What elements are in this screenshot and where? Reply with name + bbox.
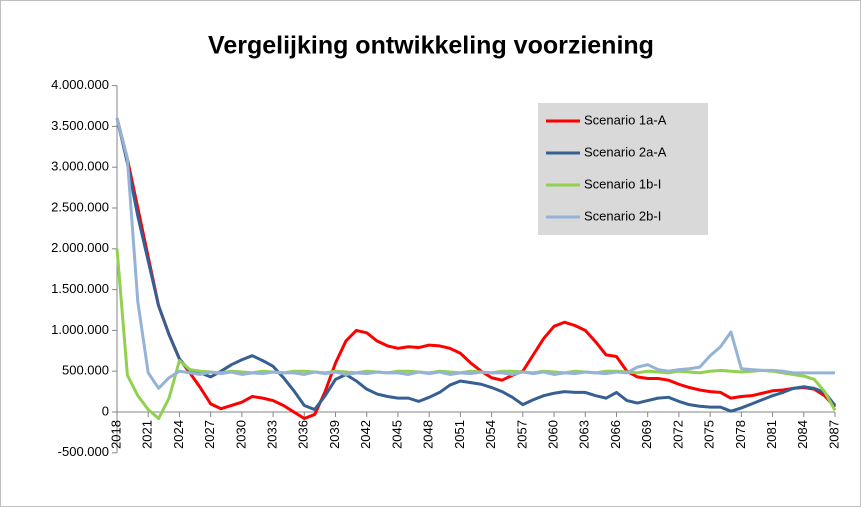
x-tick-label: 2057 xyxy=(514,420,529,449)
series-line xyxy=(115,117,837,413)
x-tick-label: 2069 xyxy=(639,420,654,449)
y-tick-label: 4.000.000 xyxy=(51,77,109,92)
x-tick-label: 2042 xyxy=(358,420,373,449)
legend-box xyxy=(538,103,708,235)
series-line xyxy=(115,117,835,390)
x-tick-label: 2018 xyxy=(108,420,123,449)
y-tick-label: 0 xyxy=(102,403,109,418)
y-tick-label: 500.000 xyxy=(62,363,109,378)
x-tick-label: 2060 xyxy=(545,420,560,449)
y-tick-label: 3.500.000 xyxy=(51,118,109,133)
series-line xyxy=(115,117,837,421)
x-tick-label: 2039 xyxy=(327,420,342,449)
y-tick-label: -500.000 xyxy=(58,444,109,459)
x-tick-label: 2075 xyxy=(702,420,717,449)
x-tick-label: 2078 xyxy=(733,420,748,449)
x-tick-label: 2072 xyxy=(670,420,685,449)
legend-label: Scenario 1b-I xyxy=(584,176,661,191)
y-tick-label: 2.000.000 xyxy=(51,240,109,255)
x-tick-label: 2054 xyxy=(483,420,498,449)
x-tick-label: 2087 xyxy=(826,420,841,449)
chart-title: Vergelijking ontwikkeling voorziening xyxy=(208,32,654,60)
x-tick-label: 2063 xyxy=(577,420,592,449)
x-tick-label: 2051 xyxy=(452,420,467,449)
legend-label: Scenario 2b-I xyxy=(584,208,661,223)
legend-label: Scenario 2a-A xyxy=(584,144,667,159)
legend-label: Scenario 1a-A xyxy=(584,112,667,127)
y-tick-label: 2.500.000 xyxy=(51,199,109,214)
x-tick-label: 2024 xyxy=(171,420,186,449)
y-tick-label: 1.000.000 xyxy=(51,322,109,337)
x-tick-label: 2021 xyxy=(140,420,155,449)
x-tick-label: 2033 xyxy=(265,420,280,449)
x-tick-label: 2027 xyxy=(202,420,217,449)
y-tick-label: 3.000.000 xyxy=(51,159,109,174)
x-tick-label: 2081 xyxy=(764,420,779,449)
x-tick-label: 2066 xyxy=(608,420,623,449)
x-tick-label: 2030 xyxy=(233,420,248,449)
y-tick-label: 1.500.000 xyxy=(51,281,109,296)
x-tick-label: 2045 xyxy=(389,420,404,449)
x-tick-label: 2036 xyxy=(296,420,311,449)
x-tick-label: 2084 xyxy=(795,420,810,449)
x-tick-label: 2048 xyxy=(421,420,436,449)
